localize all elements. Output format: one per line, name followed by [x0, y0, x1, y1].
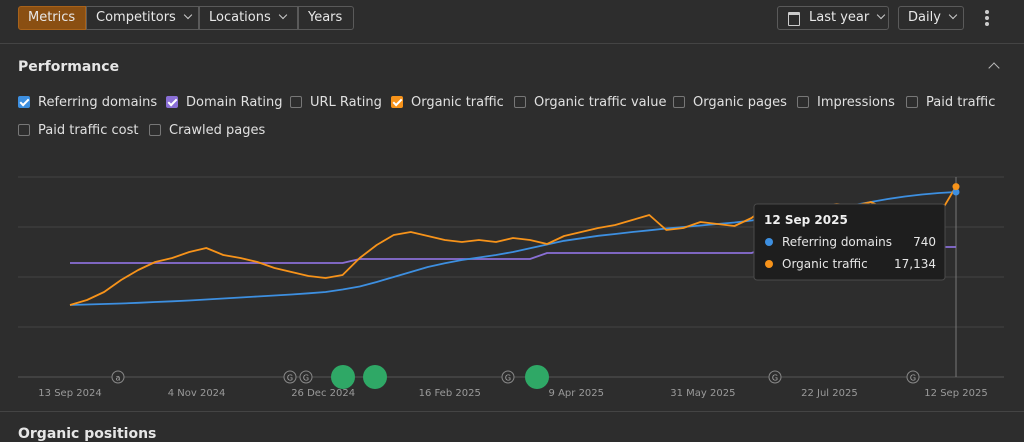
- checkbox-label: Paid traffic cost: [38, 122, 139, 138]
- metric-checkbox[interactable]: Paid traffic: [906, 94, 995, 110]
- event-marker-label: G: [287, 374, 293, 383]
- update-marker: [331, 365, 355, 389]
- tab-button[interactable]: Metrics: [18, 6, 86, 30]
- x-tick-label: 9 Apr 2025: [549, 388, 604, 399]
- update-marker: [363, 365, 387, 389]
- tooltip-box: [753, 203, 946, 281]
- event-marker: [906, 370, 920, 384]
- more-menu[interactable]: [985, 10, 989, 26]
- granularity-dropdown[interactable]: Daily: [898, 6, 964, 30]
- x-tick-label: 12 Sep 2025: [924, 388, 987, 399]
- event-marker: [501, 370, 515, 384]
- checkbox[interactable]: [514, 96, 526, 108]
- series-line: [69, 191, 957, 306]
- event-marker: [283, 370, 297, 384]
- checkbox[interactable]: [797, 96, 809, 108]
- checkbox[interactable]: [391, 96, 403, 108]
- event-marker-label: a: [116, 374, 121, 383]
- event-marker-label: G: [772, 374, 778, 383]
- checkbox[interactable]: [18, 96, 30, 108]
- metric-checkbox[interactable]: Referring domains: [18, 94, 157, 110]
- period-dropdown[interactable]: Last year: [777, 6, 889, 30]
- x-tick-label: 16 Feb 2025: [419, 388, 481, 399]
- metric-checkbox[interactable]: Domain Rating: [166, 94, 283, 110]
- metric-checkbox[interactable]: Organic traffic: [391, 94, 504, 110]
- tab-button[interactable]: Years: [298, 6, 354, 30]
- tooltip-series-name: Referring domains: [782, 235, 892, 249]
- checkbox[interactable]: [18, 124, 30, 136]
- checkbox-label: Organic traffic value: [534, 94, 667, 110]
- checkbox[interactable]: [673, 96, 685, 108]
- tooltip-series-name: Organic traffic: [782, 257, 868, 271]
- divider: [0, 43, 1024, 44]
- section-title[interactable]: Organic positions: [18, 426, 157, 442]
- metric-checkbox[interactable]: Organic traffic value: [514, 94, 666, 110]
- x-tick-label: 26 Dec 2024: [291, 388, 355, 399]
- series-line: [70, 246, 956, 264]
- metric-checkbox[interactable]: Organic pages: [673, 94, 787, 110]
- x-tick-label: 31 May 2025: [670, 388, 735, 399]
- divider: [0, 411, 1024, 412]
- event-marker: [111, 370, 125, 384]
- checkbox-label: Paid traffic: [926, 94, 996, 110]
- checkbox[interactable]: [166, 96, 178, 108]
- event-marker-label: G: [303, 374, 309, 383]
- checkbox-label: Domain Rating: [186, 94, 283, 110]
- update-marker: [525, 365, 549, 389]
- x-tick-label: 4 Nov 2024: [168, 388, 226, 399]
- checkbox[interactable]: [149, 124, 161, 136]
- metric-checkbox[interactable]: URL Rating: [290, 94, 382, 110]
- tab-button[interactable]: Competitors: [86, 6, 199, 30]
- metric-checkbox[interactable]: Crawled pages: [149, 122, 265, 138]
- x-tick-label: 22 Jul 2025: [801, 388, 858, 399]
- tooltip-title: 12 Sep 2025: [764, 213, 848, 227]
- checkbox-label: Organic traffic: [411, 94, 504, 110]
- section-title: Performance: [18, 59, 120, 75]
- checkbox-label: Organic pages: [693, 94, 787, 110]
- metric-checkbox[interactable]: Paid traffic cost: [18, 122, 138, 138]
- checkbox[interactable]: [290, 96, 302, 108]
- event-marker-label: G: [910, 374, 916, 383]
- hover-point: [952, 188, 960, 196]
- checkbox-label: Crawled pages: [169, 122, 266, 138]
- checkbox-label: Referring domains: [38, 94, 158, 110]
- tooltip: 12 Sep 2025 Referring domains 740 Organic t…: [753, 203, 946, 281]
- metric-checkbox[interactable]: Impressions: [797, 94, 895, 110]
- checkbox-label: Impressions: [817, 94, 895, 110]
- tooltip-swatch: [765, 260, 773, 268]
- event-marker-label: G: [505, 374, 511, 383]
- event-marker: [768, 370, 782, 384]
- calendar-icon: [788, 12, 800, 26]
- tooltip-swatch: [765, 238, 773, 246]
- hover-point: [952, 183, 960, 191]
- checkbox-label: URL Rating: [310, 94, 382, 110]
- x-tick-label: 13 Sep 2024: [38, 388, 101, 399]
- checkbox[interactable]: [906, 96, 918, 108]
- collapse-icon[interactable]: [988, 62, 1000, 74]
- tooltip-value: 740: [913, 235, 936, 249]
- event-marker: [299, 370, 313, 384]
- series-line: [69, 186, 957, 306]
- tab-button[interactable]: Locations: [199, 6, 298, 30]
- tooltip-value: 17,134: [894, 257, 936, 271]
